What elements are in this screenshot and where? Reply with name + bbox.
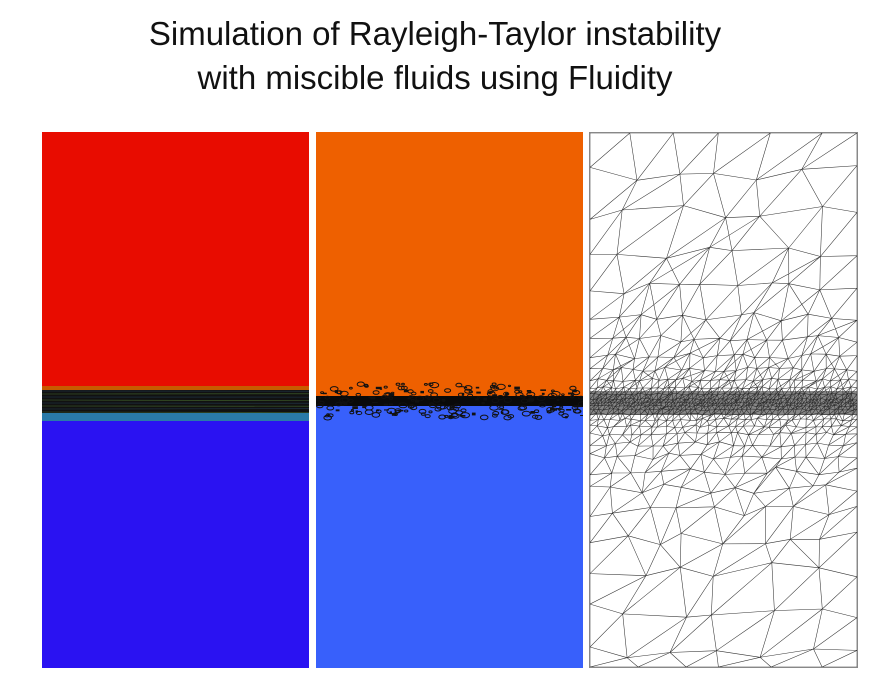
interface-lower-band bbox=[42, 413, 309, 421]
heavy-fluid-region bbox=[316, 132, 583, 402]
density-field-image bbox=[42, 132, 309, 668]
adaptive-mesh-panel bbox=[589, 132, 858, 668]
light-fluid-region bbox=[316, 402, 583, 668]
density-field-panel bbox=[42, 132, 309, 668]
mixing-field-panel bbox=[316, 132, 583, 668]
light-fluid-region bbox=[42, 394, 309, 668]
refined-mesh-band bbox=[590, 391, 857, 415]
title-line-2: with miscible fluids using Fluidity bbox=[197, 59, 673, 96]
mixing-field-image bbox=[316, 132, 583, 668]
figure-title: Simulation of Rayleigh-Taylor instabilit… bbox=[0, 12, 870, 100]
interface-band bbox=[316, 396, 583, 406]
mixing-blobs bbox=[316, 381, 583, 421]
heavy-fluid-region bbox=[42, 132, 309, 394]
title-line-1: Simulation of Rayleigh-Taylor instabilit… bbox=[148, 15, 722, 52]
adaptive-mesh-image bbox=[590, 133, 857, 667]
